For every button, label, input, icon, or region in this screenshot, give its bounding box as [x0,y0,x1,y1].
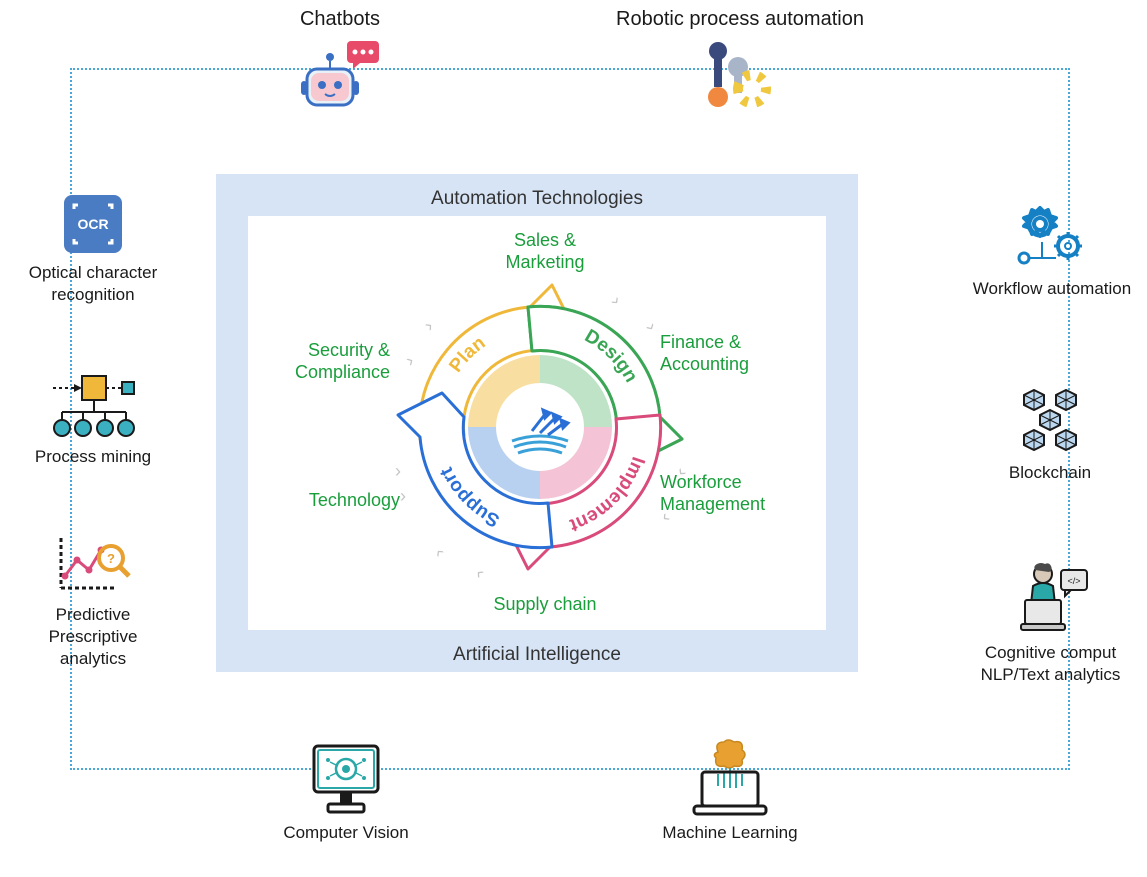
label-security: Security & Compliance [270,340,390,383]
ocr-label: Optical character recognition [18,262,168,306]
svg-text:›: › [642,319,662,334]
cycle-svg: Plan Design Implement Support › › › › › … [330,232,750,622]
tech-rpa: Robotic process automation [590,8,890,119]
blockchain-label: Blockchain [1009,462,1091,484]
panel-title-top: Automation Technologies [216,188,858,210]
svg-text:›: › [400,486,406,506]
svg-text:</>: </> [1067,576,1080,586]
tech-cognitive: </> Cognitive comput NLP/Text analytics [958,560,1143,686]
rpa-icon [700,39,780,119]
svg-text:›: › [429,545,448,562]
chatbots-label: Chatbots [300,8,380,31]
svg-text:OCR: OCR [77,216,108,232]
label-sales: Sales & Marketing [485,230,605,273]
label-tech: Technology [280,490,400,512]
analytics-label: Predictive Prescriptive analytics [49,604,138,670]
tech-workflow: Workflow automation [962,204,1142,300]
label-finance: Finance & Accounting [660,332,790,375]
cognitive-label: Cognitive comput NLP/Text analytics [981,642,1121,686]
rpa-label: Robotic process automation [616,8,864,31]
tech-process-mining: Process mining [18,370,168,468]
cv-icon [306,740,386,816]
tech-cv: Computer Vision [256,740,436,844]
tech-chatbots: Chatbots [260,8,420,119]
label-workforce: Workforce Management [660,472,800,515]
analytics-icon: ? [53,534,133,598]
panel-title-bottom: Artificial Intelligence [216,644,858,666]
process-mining-label: Process mining [35,446,151,468]
svg-text:›: › [402,350,417,370]
ml-icon [688,738,772,816]
cycle-diagram: Plan Design Implement Support › › › › › … [330,232,750,622]
chatbot-icon [295,39,385,119]
svg-text:›: › [607,292,626,309]
tech-analytics: ? Predictive Prescriptive analytics [18,534,168,670]
process-mining-icon [48,370,138,440]
tech-blockchain: Blockchain [975,386,1125,484]
tech-ocr: OCR Optical character recognition [18,192,168,306]
workflow-icon [1014,204,1090,272]
svg-text:›: › [420,316,437,335]
cognitive-icon: </> [1011,560,1091,636]
svg-text:›: › [395,461,401,481]
svg-text:›: › [470,565,487,584]
cv-label: Computer Vision [283,822,408,844]
blockchain-icon [1012,386,1088,456]
label-supply: Supply chain [485,594,605,616]
ml-label: Machine Learning [662,822,797,844]
ocr-icon: OCR [61,192,125,256]
svg-text:?: ? [107,551,115,566]
workflow-label: Workflow automation [973,278,1131,300]
tech-ml: Machine Learning [640,738,820,844]
